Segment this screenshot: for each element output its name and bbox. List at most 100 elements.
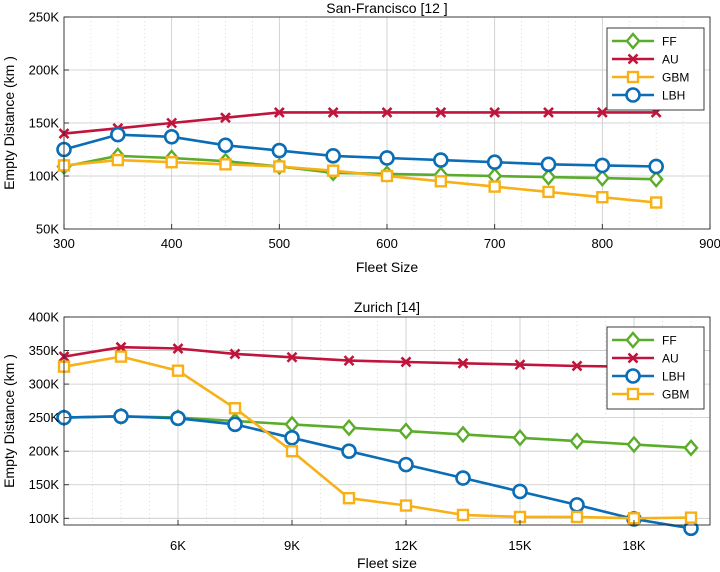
y-axis-ticks: 50K 100K 150K 200K 250K [29,10,69,237]
data-point-au [343,355,355,367]
data-point-lbh [163,128,180,145]
legend-marker-ff [625,32,641,50]
data-point-ff [540,168,557,186]
x-axis-ticks: 6K 9K 12K 15K 18K [170,520,646,553]
y-axis-ticks: 100K 150K 200K 250K 300K 350K 400K [29,310,69,526]
data-point-gbm [171,364,185,377]
data-point-ff [569,432,585,450]
x-tick-label: 300 [53,236,75,251]
x-tick-label: 12K [394,538,417,553]
data-point-gbm [273,160,286,173]
data-point-au [435,106,447,118]
data-point-au [381,106,393,118]
legend: FF AU LBH GBM [606,326,705,410]
data-point-gbm [570,510,584,524]
legend-marker-au [627,352,639,364]
data-point-au [514,359,526,371]
legend-item-ff: FF [612,32,677,50]
data-point-au [286,351,298,363]
series-line-gbm [63,355,692,520]
legend-label: LBH [662,89,685,103]
data-point-gbm [228,402,242,415]
legend-label: GBM [662,388,689,402]
x-tick-label: 6K [170,538,186,553]
y-axis-label: Empty Distance (km ) [1,354,17,488]
y-tick-label: 150K [29,116,60,131]
legend-item-lbh: LBH [612,87,685,103]
data-point-lbh [217,137,234,154]
data-point-lbh [569,497,585,513]
legend-label: AU [662,352,679,366]
data-point-au [115,341,127,353]
data-point-lbh [594,157,611,174]
data-point-gbm [434,175,448,188]
series-line-gbm [63,158,657,204]
data-point-lbh [110,126,126,143]
chart-zurich: 6K 9K 12K 15K 18K 100K 150K 200K 250K 300K 350K 40… [1,299,711,571]
x-tick-label: 9K [284,538,300,553]
legend-label: LBH [662,370,685,384]
data-point-gbm [114,350,128,363]
data-point-ff [398,422,414,440]
data-point-au [172,343,184,354]
data-point-au [457,357,469,369]
legend-label: AU [662,53,679,67]
legend-marker-ff [625,331,641,349]
data-point-gbm [488,180,501,193]
legend-marker-lbh [625,87,641,103]
x-tick-label: 15K [508,538,531,553]
y-tick-label: 150K [29,477,60,492]
y-tick-label: 250K [29,10,60,25]
legend-item-au: AU [612,352,679,366]
series-au [58,106,662,140]
data-point-lbh [341,443,357,459]
data-point-au [166,117,178,129]
data-point-gbm [380,169,394,183]
x-tick-label: 400 [161,236,183,251]
data-point-au [489,106,501,118]
y-tick-label: 200K [29,63,60,78]
data-point-au [273,106,285,118]
data-point-lbh [540,156,557,173]
y-tick-label: 50K [36,222,59,237]
series-line-au [63,345,692,369]
data-point-ff [512,428,528,447]
legend-marker-gbm [626,70,640,84]
chart-san-francisco: 300 400 500 600 700 800 900 50K 100K 150K 200K 250… [1,0,720,275]
x-tick-label: 500 [268,236,290,251]
data-point-ff [455,425,471,444]
data-point-lbh [113,408,129,425]
data-point-lbh [325,148,341,164]
data-point-lbh [486,154,503,171]
data-point-au [571,360,583,372]
legend-label: FF [662,334,677,348]
x-axis-label: Fleet Size [356,259,418,275]
data-point-gbm [326,164,340,177]
series-line-lbh [63,414,692,530]
series-gbm [57,350,698,525]
data-point-au [400,356,412,368]
data-point-lbh [512,483,528,500]
data-point-ff [341,418,357,437]
y-tick-label: 350K [29,343,60,358]
y-tick-label: 100K [29,511,60,526]
data-point-lbh [455,470,471,486]
y-tick-label: 250K [29,410,60,425]
axes-frame [63,316,711,526]
data-point-lbh [379,150,395,166]
legend-marker-gbm [626,387,640,401]
data-point-lbh [284,429,300,446]
y-tick-label: 300K [29,377,60,392]
legend-label: FF [662,35,677,49]
data-point-gbm [219,158,232,171]
data-point-au [229,348,241,360]
data-point-au [220,112,231,124]
y-tick-label: 200K [29,444,60,459]
series-lbh [56,126,664,175]
data-point-au [596,106,608,118]
y-tick-label: 400K [29,310,60,325]
data-point-gbm [684,511,698,524]
legend: FF AU GBM LBH [606,27,705,111]
x-axis-label: Fleet size [357,555,417,571]
